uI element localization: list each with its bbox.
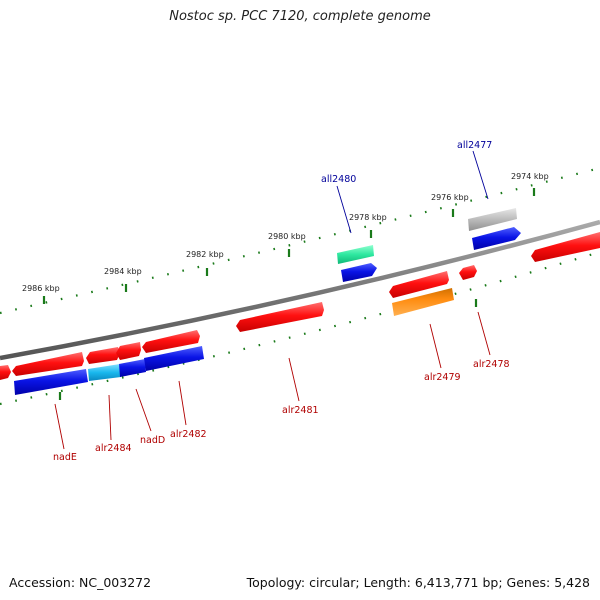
kbp-label: 2974 kbp (511, 172, 549, 181)
map-title: Nostoc sp. PCC 7120, complete genome (169, 9, 431, 24)
gene-label-alr2481: alr2481 (282, 405, 319, 416)
gene-all2480-arrow[interactable] (341, 263, 377, 282)
kbp-label: 2982 kbp (186, 250, 224, 259)
gene-label-alr2479: alr2479 (424, 372, 461, 383)
gene-feature[interactable] (116, 342, 141, 360)
gene-all2477-arrow[interactable] (472, 227, 521, 250)
kbp-label: 2976 kbp (431, 193, 469, 202)
kbp-label: 2984 kbp (104, 267, 142, 276)
kbp-label: 2978 kbp (349, 213, 387, 222)
gene-all2480-feature[interactable] (337, 245, 374, 264)
gene-alr2479-feature[interactable] (392, 288, 454, 316)
gene-nadD-feature[interactable] (119, 359, 146, 377)
gene-alr2484-feature[interactable] (88, 364, 121, 381)
gene-alr2478-arrow[interactable] (459, 265, 477, 280)
kbp-label: 2980 kbp (268, 232, 306, 241)
accession-text: Accession: NC_003272 (9, 575, 152, 590)
gene-alr2481-arrow[interactable] (236, 302, 324, 332)
gene-feature[interactable] (12, 352, 84, 376)
gene-label-nadE: nadE (53, 452, 77, 463)
gene-label-alr2482: alr2482 (170, 429, 207, 440)
kbp-label: 2986 kbp (22, 284, 60, 293)
gene-nadE-feature[interactable] (14, 369, 88, 395)
gene-feature[interactable] (142, 330, 200, 353)
gene-label-alr2478: alr2478 (473, 359, 510, 370)
gene-all2477-feature[interactable] (468, 208, 517, 231)
gene-feature[interactable] (86, 347, 120, 364)
genome-backbone (0, 219, 600, 361)
gene-label-all2477: all2477 (457, 140, 492, 151)
gene-label-all2480: all2480 (321, 174, 356, 185)
gene-alr2482-feature[interactable] (144, 346, 204, 371)
outer-tick-ring (0, 166, 600, 315)
gene-feature[interactable] (531, 232, 600, 262)
gene-feature[interactable] (0, 365, 11, 380)
leader-lines (54, 150, 491, 450)
major-ticks (42, 188, 536, 400)
gene-alr2479-arrow[interactable] (389, 271, 449, 298)
gene-label-nadD: nadD (140, 435, 165, 446)
gene-label-alr2484: alr2484 (95, 443, 132, 454)
inner-tick-ring (0, 250, 600, 406)
genome-summary-text: Topology: circular; Length: 6,413,771 bp… (246, 575, 590, 590)
